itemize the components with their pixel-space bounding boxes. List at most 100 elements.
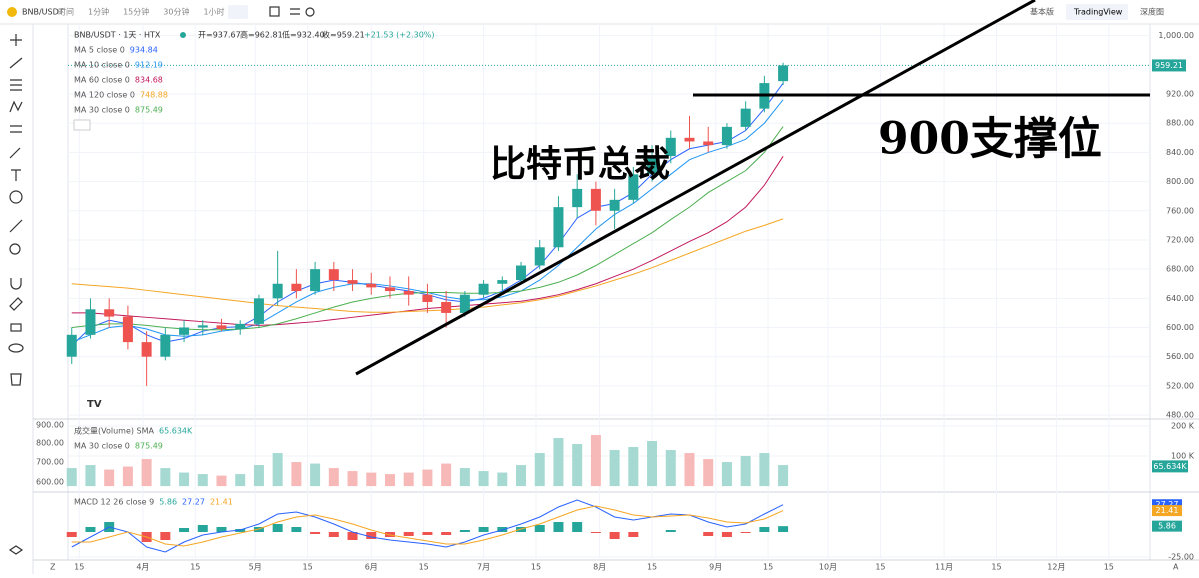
chart-type-icon[interactable] (269, 6, 280, 17)
legend-value: 748.88 (140, 91, 168, 100)
toolbar-icons (269, 6, 315, 17)
volume-bar (253, 465, 264, 487)
macd-hist (459, 530, 470, 532)
projection-tool[interactable] (10, 125, 22, 133)
legend-name[interactable]: MA 10 close 0 (74, 61, 130, 70)
legend-name[interactable]: MA 5 close 0 (74, 46, 125, 55)
volume-bar (459, 468, 470, 487)
macd-title: MACD 12 26 close 9 (74, 498, 154, 507)
candle-body (684, 137, 695, 142)
fib-tool[interactable] (10, 79, 22, 91)
legend-name[interactable]: MA 30 close 0 (74, 106, 130, 115)
x-tick-label: 15 (74, 563, 84, 572)
volume-bar (740, 456, 751, 487)
timezone-btn[interactable]: Z (50, 563, 56, 572)
collapse-btn[interactable] (73, 119, 91, 131)
candle-body (647, 156, 658, 175)
interval[interactable]: 1分钟 (88, 7, 109, 17)
volume-bar (366, 472, 377, 487)
macd-hist (721, 532, 732, 537)
candle-body (441, 301, 452, 313)
candle-body (703, 141, 714, 146)
volume-bar (272, 453, 283, 487)
candle-body (422, 294, 433, 302)
candle-body (384, 287, 395, 292)
y-tick-label: 800.00 (1166, 177, 1194, 186)
volume-bar (141, 459, 152, 487)
x-tick-label: 7月 (477, 563, 490, 572)
macd-hist (85, 527, 96, 532)
macd-hist (590, 532, 601, 533)
volume-ma-name: MA 30 close 0 (74, 442, 130, 451)
macd-hist (441, 532, 452, 535)
symbol[interactable]: BNB/USDT (22, 8, 64, 17)
lock-tool[interactable] (10, 323, 22, 332)
macd-value-label: 21.41 (1156, 506, 1179, 515)
trendline-tool[interactable] (9, 57, 23, 69)
pattern-tool[interactable] (9, 100, 23, 113)
candle-body (553, 207, 564, 248)
interval[interactable]: 1小时 (203, 7, 224, 17)
ruler-tool[interactable] (9, 219, 23, 233)
volume-bar (310, 463, 321, 487)
interval[interactable]: 时间 (58, 7, 74, 17)
layers-tool[interactable] (8, 545, 24, 555)
crosshair-tool[interactable] (10, 34, 22, 46)
candle-body (216, 325, 227, 329)
legend-name[interactable]: MA 60 close 0 (74, 76, 130, 85)
candle-body (235, 323, 246, 329)
auto-scale-btn[interactable]: A (1173, 563, 1179, 572)
delete-tool[interactable] (10, 373, 22, 386)
view-tab[interactable]: TradingView (1073, 8, 1123, 17)
macd-value-label: 27.27 (1156, 500, 1179, 509)
view-tab[interactable]: 深度图 (1140, 7, 1164, 17)
macd-hist (272, 524, 283, 532)
macd-hist (160, 532, 171, 540)
y-tick-label: 100 K (1171, 452, 1195, 461)
macd-value-box (1152, 499, 1182, 511)
magnet-tool[interactable] (10, 278, 22, 290)
last-price-box (1152, 59, 1186, 72)
macd-hist (366, 532, 377, 539)
legend-value: 875.49 (135, 106, 163, 115)
text-tool[interactable] (11, 169, 21, 181)
x-tick-label: 4月 (136, 563, 149, 572)
interval[interactable]: 15分钟 (123, 7, 149, 17)
lock-draw-tool[interactable] (9, 297, 23, 311)
macd-hist (347, 532, 358, 540)
volume-bar (647, 441, 658, 487)
left-axis-label: 600.00 (36, 478, 64, 487)
candle-body (778, 65, 789, 82)
volume-bar (628, 447, 639, 487)
status-dot (180, 32, 186, 38)
macd-hist (628, 532, 639, 537)
volume-bar (291, 462, 302, 487)
macd-hist (478, 527, 489, 532)
macd-hist (197, 525, 208, 532)
left-axis-label: 800.00 (36, 439, 64, 448)
legend-name[interactable]: MA 120 close 0 (74, 91, 135, 100)
volume-bar (759, 453, 770, 487)
candle-body (253, 298, 264, 324)
volume-bar (328, 468, 339, 487)
y-tick-label: 640.00 (1166, 294, 1194, 303)
selected-interval-bg (228, 5, 248, 19)
candle-body (197, 325, 208, 328)
x-tick-label: 15 (1104, 563, 1114, 572)
view-tab[interactable]: 基本版 (1030, 7, 1054, 17)
interval[interactable]: 30分钟 (163, 7, 189, 17)
brush-tool[interactable] (9, 147, 21, 159)
y-tick-label: 840.00 (1166, 148, 1194, 157)
legend-value: 834.68 (135, 76, 163, 85)
macd-hist (179, 528, 190, 532)
visibility-tool[interactable] (8, 343, 24, 353)
x-tick-label: 15 (763, 563, 773, 572)
indicator-icon[interactable] (290, 8, 300, 15)
emoji-tool[interactable] (9, 190, 23, 204)
tv-logo: TV (87, 399, 102, 410)
settings-icon[interactable] (305, 7, 315, 17)
zoom-tool[interactable] (9, 243, 21, 255)
volume-bar (104, 469, 115, 487)
macd-value-label: 5.86 (1158, 522, 1176, 531)
sma-box (1152, 460, 1188, 473)
